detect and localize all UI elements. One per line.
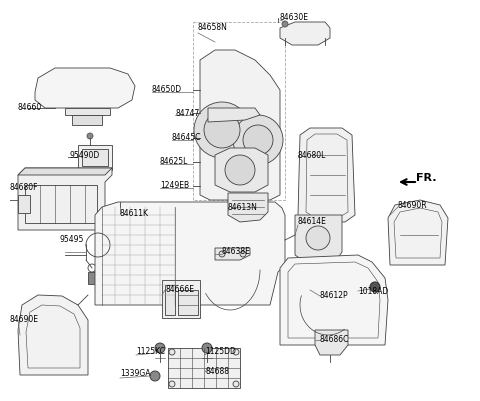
Polygon shape	[200, 50, 280, 200]
Text: 1339GA: 1339GA	[120, 369, 151, 379]
Polygon shape	[95, 202, 285, 305]
Circle shape	[282, 21, 288, 27]
Text: 84747: 84747	[175, 109, 199, 117]
Polygon shape	[35, 68, 135, 108]
Circle shape	[219, 251, 225, 257]
Circle shape	[240, 251, 246, 257]
Text: 95490D: 95490D	[70, 150, 100, 160]
Text: 84611K: 84611K	[120, 209, 149, 217]
Bar	[18, 195, 30, 213]
Text: 1249EB: 1249EB	[160, 182, 189, 190]
Bar	[82, 149, 108, 166]
Polygon shape	[18, 168, 112, 230]
Circle shape	[87, 133, 93, 139]
Polygon shape	[315, 330, 348, 355]
Text: 84666E: 84666E	[165, 286, 194, 294]
Circle shape	[150, 371, 160, 381]
Text: 84680L: 84680L	[298, 150, 326, 160]
Text: 1125DD: 1125DD	[205, 348, 236, 356]
Circle shape	[243, 125, 273, 155]
Text: 84645C: 84645C	[172, 134, 202, 142]
Polygon shape	[280, 22, 330, 45]
Text: 84612P: 84612P	[320, 292, 348, 300]
Circle shape	[155, 343, 165, 353]
Text: 84630E: 84630E	[280, 14, 309, 22]
Bar	[78, 145, 112, 170]
Bar	[168, 348, 240, 388]
Polygon shape	[178, 290, 198, 315]
Text: 84680F: 84680F	[10, 184, 38, 192]
Text: 84690R: 84690R	[398, 200, 428, 209]
Bar	[72, 115, 102, 125]
Polygon shape	[388, 200, 448, 265]
Circle shape	[169, 381, 175, 387]
Polygon shape	[18, 295, 88, 375]
Polygon shape	[65, 108, 110, 115]
Polygon shape	[228, 193, 268, 222]
Circle shape	[233, 349, 239, 355]
Text: 1125KC: 1125KC	[136, 348, 165, 356]
Bar	[88, 272, 96, 284]
Circle shape	[169, 349, 175, 355]
Polygon shape	[18, 168, 112, 175]
Text: FR.: FR.	[416, 173, 436, 183]
Polygon shape	[298, 128, 355, 222]
Circle shape	[370, 282, 380, 292]
Polygon shape	[208, 108, 260, 122]
Circle shape	[306, 226, 330, 250]
Polygon shape	[215, 248, 250, 260]
Text: 84650D: 84650D	[152, 85, 182, 95]
Polygon shape	[165, 285, 175, 315]
Text: 84625L: 84625L	[160, 158, 188, 166]
Circle shape	[202, 343, 212, 353]
Text: 84686C: 84686C	[320, 336, 349, 344]
Text: 95495: 95495	[60, 235, 84, 245]
Text: 84613N: 84613N	[228, 203, 258, 211]
Circle shape	[225, 155, 255, 185]
Text: 84614E: 84614E	[298, 217, 327, 227]
Polygon shape	[215, 148, 268, 192]
Text: 84690E: 84690E	[10, 316, 39, 324]
Text: 84688: 84688	[205, 367, 229, 377]
Text: 84638E: 84638E	[222, 247, 251, 257]
Circle shape	[233, 115, 283, 165]
Text: 84658N: 84658N	[198, 24, 228, 32]
Text: 84660: 84660	[18, 103, 42, 113]
Polygon shape	[162, 280, 200, 318]
Circle shape	[204, 112, 240, 148]
Polygon shape	[280, 255, 388, 345]
Polygon shape	[295, 215, 342, 265]
Circle shape	[194, 102, 250, 158]
Bar	[25, 185, 97, 223]
Bar	[193, 22, 285, 200]
Text: 1018AD: 1018AD	[358, 286, 388, 296]
Circle shape	[233, 381, 239, 387]
